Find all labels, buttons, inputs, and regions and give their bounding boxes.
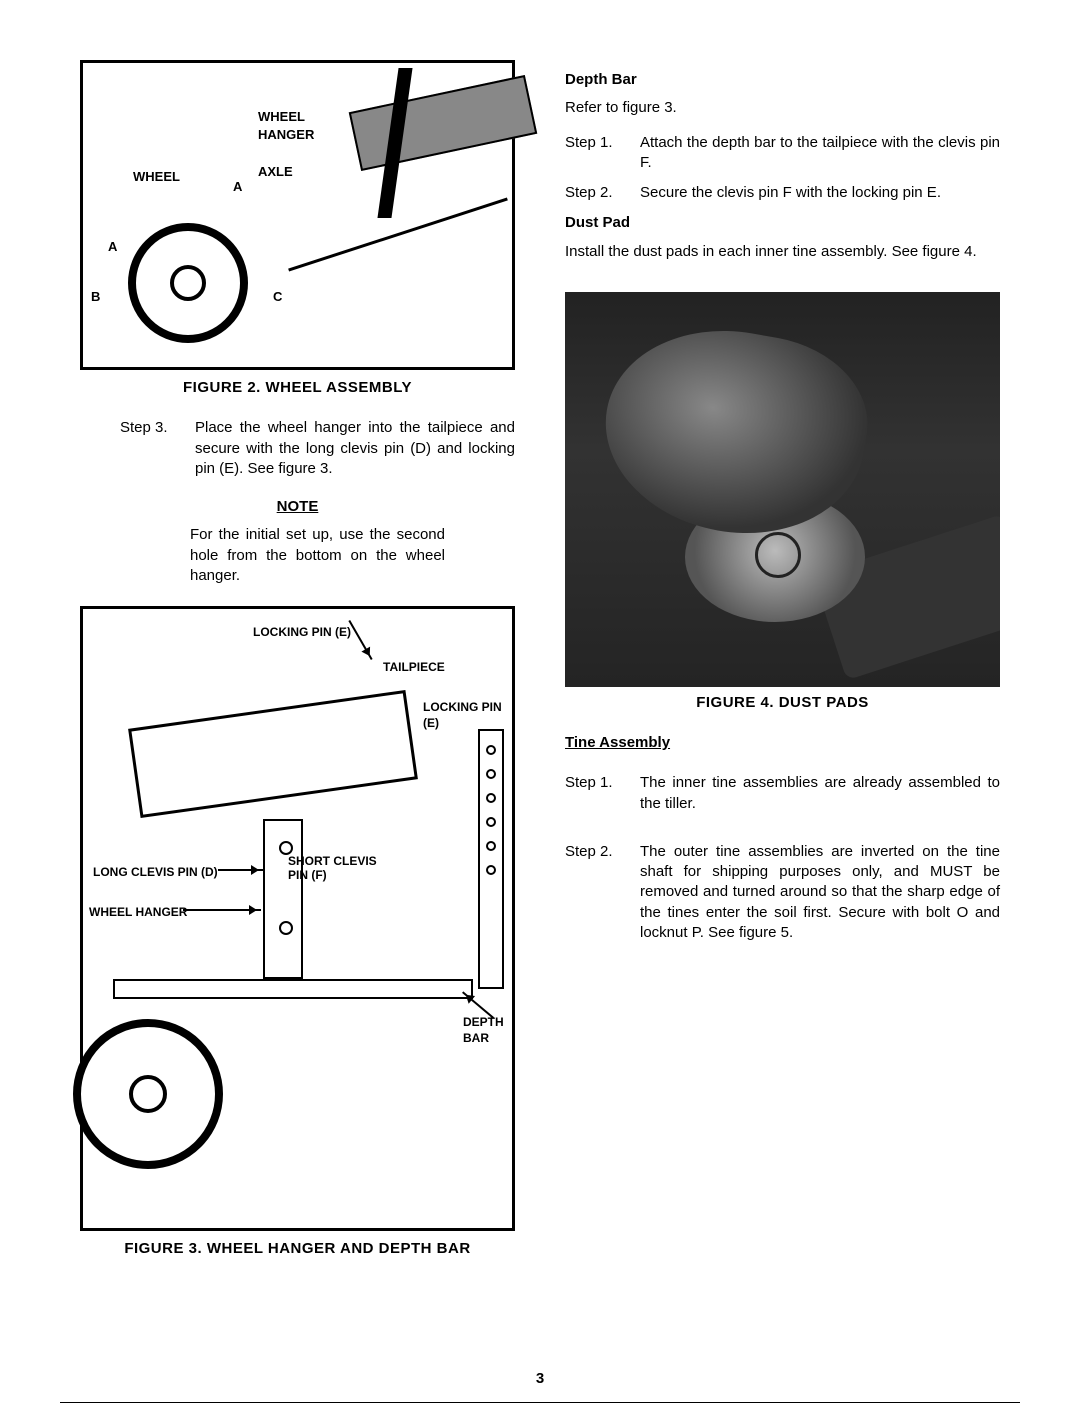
figure-4-caption: FIGURE 4. DUST PADS [565, 693, 1000, 713]
fig3-short-f-l1: SHORT CLEVIS [288, 854, 377, 868]
step-label: Step 3. [120, 418, 195, 479]
step-text: The outer tine assemblies are inverted o… [640, 842, 1000, 943]
tine-step-2: Step 2. The outer tine assemblies are in… [565, 842, 1000, 943]
depth-bar-refer: Refer to figure 3. [565, 98, 1000, 118]
fig3-tailpiece-shape [128, 690, 418, 818]
figure-2-box: WHEEL A A B C AXLE WHEEL HANGER [80, 60, 515, 370]
depth-step-2: Step 2. Secure the clevis pin F with the… [565, 183, 1000, 203]
fig2-label-wheel: WHEEL [133, 168, 180, 186]
left-step-3: Step 3. Place the wheel hanger into the … [120, 418, 515, 479]
fig3-label-tailpiece: TAILPIECE [383, 659, 445, 675]
fig2-tailpiece-shape [349, 75, 538, 171]
tine-assembly-heading: Tine Assembly [565, 733, 1000, 753]
fig3-arrow [183, 909, 261, 911]
fig3-label-depth-bar: DEPTH BAR [463, 1014, 512, 1046]
fig2-axle-shape [288, 198, 508, 272]
fig2-wheel-shape [128, 223, 248, 343]
fig3-label-locking-e1: LOCKING PIN (E) [253, 624, 351, 640]
page: WHEEL A A B C AXLE WHEEL HANGER FIGURE 2… [50, 60, 1030, 1279]
page-number: 3 [536, 1369, 544, 1389]
step-label: Step 1. [565, 133, 640, 174]
figure-4-photo [565, 292, 1000, 687]
figure-3-box: LOCKING PIN (E) TAILPIECE LOCKING PIN (E… [80, 606, 515, 1231]
step-text: The inner tine assemblies are already as… [640, 773, 1000, 814]
fig3-label-locking-e2: LOCKING PIN (E) [423, 699, 512, 731]
step-label: Step 1. [565, 773, 640, 814]
fig3-axle-shape [113, 979, 473, 999]
fig2-hanger-l1: WHEEL [258, 109, 305, 124]
fig2-label-hanger: WHEEL HANGER [258, 108, 314, 143]
step-text: Place the wheel hanger into the tailpiec… [195, 418, 515, 479]
step-text: Secure the clevis pin F with the locking… [640, 183, 1000, 203]
fig3-depthbar-shape [478, 729, 504, 989]
dust-pad-heading: Dust Pad [565, 213, 1000, 233]
fig2-label-a2: A [233, 178, 242, 196]
fig2-hanger-l2: HANGER [258, 127, 314, 142]
bottom-rule [60, 1402, 1020, 1403]
fig3-label-short-f: SHORT CLEVIS PIN (F) [288, 854, 377, 883]
fig3-arrow [218, 869, 263, 871]
tine-step-1: Step 1. The inner tine assemblies are al… [565, 773, 1000, 814]
fig3-hanger-shape [263, 819, 303, 979]
fig2-label-c: C [273, 288, 282, 306]
figure-2-caption: FIGURE 2. WHEEL ASSEMBLY [80, 378, 515, 398]
dust-pad-text: Install the dust pads in each inner tine… [565, 242, 1000, 262]
fig2-label-b: B [91, 288, 100, 306]
depth-step-1: Step 1. Attach the depth bar to the tail… [565, 133, 1000, 174]
fig3-label-wheel-hanger: WHEEL HANGER [89, 904, 187, 920]
left-column: WHEEL A A B C AXLE WHEEL HANGER FIGURE 2… [50, 60, 525, 1279]
note-body: For the initial set up, use the second h… [190, 525, 445, 586]
step-text: Attach the depth bar to the tailpiece wi… [640, 133, 1000, 174]
fig3-wheel-shape [73, 1019, 223, 1169]
fig3-short-f-l2: PIN (F) [288, 868, 327, 882]
fig3-label-long-d: LONG CLEVIS PIN (D) [93, 864, 218, 880]
fig2-label-axle: AXLE [258, 163, 293, 181]
step-label: Step 2. [565, 842, 640, 943]
right-column: Depth Bar Refer to figure 3. Step 1. Att… [555, 60, 1030, 1279]
figure-3-caption: FIGURE 3. WHEEL HANGER AND DEPTH BAR [80, 1239, 515, 1259]
depth-bar-heading: Depth Bar [565, 70, 1000, 90]
fig2-label-a1: A [108, 238, 117, 256]
step-label: Step 2. [565, 183, 640, 203]
fig3-arrow [348, 620, 372, 660]
note-heading: NOTE [80, 497, 515, 517]
